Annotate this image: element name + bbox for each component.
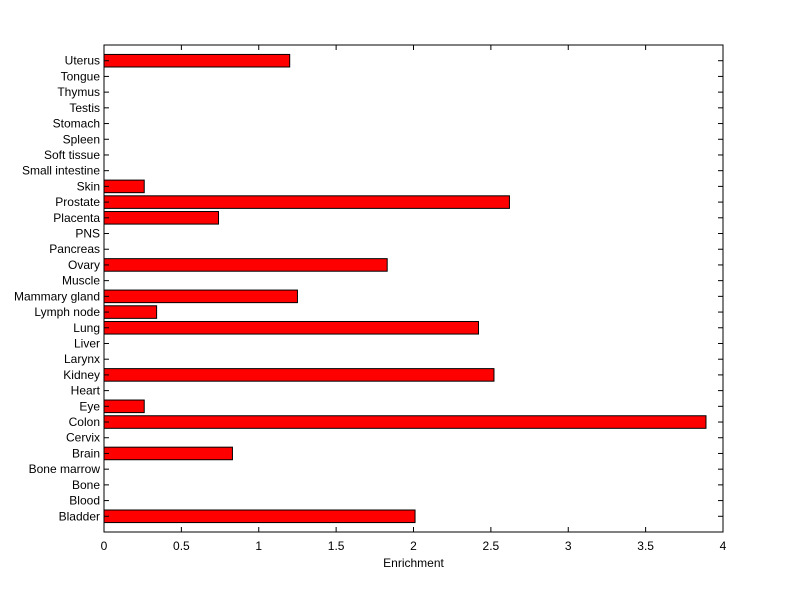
y-tick-label: Colon — [69, 415, 100, 429]
y-tick-label: Stomach — [53, 117, 100, 131]
plot-area-frame — [103, 44, 724, 533]
y-tick-label: Bladder — [59, 509, 100, 523]
y-tick-label: Skin — [77, 179, 100, 193]
x-axis-label: Enrichment — [383, 556, 444, 570]
y-tick-label: Uterus — [65, 54, 100, 68]
x-tick-label: 2 — [410, 539, 417, 553]
x-tick-label: 1.5 — [328, 539, 345, 553]
bar — [103, 195, 510, 209]
bar — [103, 509, 416, 524]
y-tick-label: Lung — [73, 321, 100, 335]
bar — [103, 258, 388, 272]
y-tick-label: Liver — [74, 336, 100, 350]
y-tick-label: Heart — [71, 384, 101, 398]
x-tick-label: 2.5 — [483, 539, 500, 553]
y-tick-label: Pancreas — [49, 242, 100, 256]
bar — [103, 415, 707, 429]
bar — [103, 320, 479, 335]
y-tick-label: Larynx — [64, 352, 100, 366]
x-tick-label: 1 — [255, 539, 262, 553]
y-tick-label: Eye — [79, 399, 100, 413]
y-tick-label: Testis — [69, 101, 100, 115]
y-tick-label: Bone — [72, 478, 100, 492]
bar — [103, 368, 495, 382]
y-tick-label: Muscle — [62, 274, 100, 288]
y-tick-label: Tongue — [61, 69, 101, 83]
x-tick-label: 3.5 — [637, 539, 654, 553]
x-tick-label: 0.5 — [173, 539, 190, 553]
y-tick-label: Placenta — [53, 211, 100, 225]
bar — [103, 305, 158, 319]
y-tick-label: Bone marrow — [29, 462, 101, 476]
bar — [103, 211, 220, 225]
y-tick-label: Kidney — [63, 368, 100, 382]
bar — [103, 53, 291, 68]
y-tick-label: Thymus — [57, 85, 100, 99]
y-tick-label: Brain — [72, 446, 100, 460]
bars-group — [103, 53, 707, 524]
bar — [103, 399, 145, 414]
bar — [103, 179, 145, 194]
y-tick-label: Soft tissue — [44, 148, 100, 162]
y-tick-label: Prostate — [55, 195, 100, 209]
y-tick-label: Mammary gland — [14, 289, 100, 303]
bar — [103, 446, 233, 461]
y-tick-label: Spleen — [63, 132, 100, 146]
y-tick-label: PNS — [75, 227, 100, 241]
x-tick-label: 0 — [101, 539, 108, 553]
y-tick-label: Lymph node — [34, 305, 100, 319]
y-tick-label: Blood — [69, 494, 100, 508]
y-tick-label: Cervix — [66, 431, 100, 445]
x-tick-label: 4 — [720, 539, 727, 553]
y-tick-label: Small intestine — [22, 164, 100, 178]
y-tick-label: Ovary — [68, 258, 100, 272]
bar — [103, 289, 298, 304]
x-tick-label: 3 — [565, 539, 572, 553]
